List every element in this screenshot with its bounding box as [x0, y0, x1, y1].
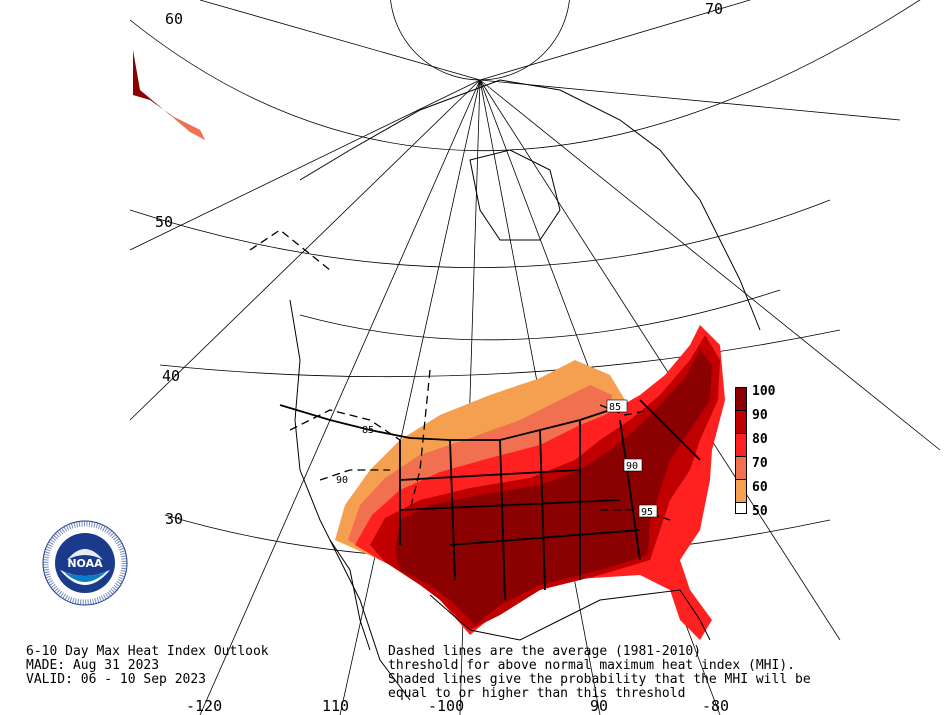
legend-swatch-60 — [735, 479, 747, 503]
note-line: Dashed lines are the average (1981-2010) — [388, 644, 702, 659]
alaska-shade — [133, 50, 205, 140]
state-line-4 — [539, 429, 546, 591]
legend-swatch-50 — [735, 502, 747, 514]
gulf-coast — [429, 589, 711, 641]
borders — [279, 399, 701, 601]
lat-line-extra — [299, 289, 781, 341]
contour-label: 85 — [609, 402, 621, 413]
hudson-bay — [469, 149, 561, 241]
legend-swatch-70 — [735, 456, 747, 480]
lon-line-g — [479, 79, 941, 451]
lon-label: 70 — [705, 0, 724, 18]
probability-legend: 100 90 80 70 60 50 — [735, 384, 775, 519]
contour-label-box — [606, 399, 628, 413]
legend-label: 100 — [752, 384, 776, 399]
contour-90-b — [599, 404, 651, 416]
state-line-8 — [399, 499, 621, 511]
lon-label: -120 — [186, 697, 223, 715]
contour-label: 85 — [362, 425, 374, 436]
outlook-title-block: 6-10 Day Max Heat Index Outlook MADE: Aug… — [26, 645, 269, 687]
legend-swatch-90 — [735, 410, 747, 434]
contour-85-b — [409, 369, 431, 511]
contour-label: 95 — [641, 507, 653, 518]
contour-label: 90 — [626, 461, 638, 472]
contour-label-box — [638, 504, 658, 518]
noaa-logo: NOAA — [42, 520, 128, 606]
pole-circle — [390, 0, 570, 81]
canada-outline — [299, 79, 761, 331]
valid-dates: VALID: 06 - 10 Sep 2023 — [26, 672, 207, 687]
lon-line-i — [129, 79, 481, 251]
legend-swatch-80 — [735, 433, 747, 457]
svg-text:NOAA: NOAA — [67, 557, 103, 570]
contour-label-group: 85 90 85 90 95 — [336, 399, 658, 518]
lon-line-a — [199, 79, 481, 715]
contour-label-box — [623, 458, 643, 472]
note-line: Shaded lines give the probability that t… — [388, 672, 811, 687]
west-coast — [289, 299, 371, 651]
lon-label: 110 — [322, 697, 350, 715]
legend-label: 80 — [752, 432, 768, 447]
explanation-note: Dashed lines are the average (1981-2010)… — [388, 645, 811, 701]
lon-line-k — [479, 79, 901, 121]
legend-label: 70 — [752, 456, 768, 471]
state-line-9 — [449, 529, 641, 546]
made-date: MADE: Aug 31 2023 — [26, 658, 160, 673]
alaska-shade-edge — [170, 115, 205, 140]
lat-line-40 — [159, 329, 841, 378]
state-line-3 — [499, 439, 506, 601]
contour-85-a — [289, 409, 401, 441]
lon-line-l — [479, 0, 751, 81]
contour-90-a — [319, 469, 390, 481]
graticule — [129, 0, 941, 715]
contour-alaska — [249, 229, 331, 271]
lon-label: 90 — [590, 697, 609, 715]
note-line: threshold for above normal maximum heat … — [388, 658, 795, 673]
lat-label-50: 50 — [155, 213, 174, 231]
coastlines — [289, 79, 761, 701]
lon-label: -100 — [428, 697, 465, 715]
state-line-7 — [399, 469, 581, 481]
legend-label: 50 — [752, 504, 768, 519]
lon-line-j — [199, 0, 481, 81]
state-line-6 — [619, 419, 641, 561]
legend-label: 90 — [752, 408, 768, 423]
lat-label-30: 30 — [165, 510, 184, 528]
outlook-title: 6-10 Day Max Heat Index Outlook — [26, 644, 269, 659]
lat-label-40: 40 — [162, 367, 181, 385]
lat-label-60: 60 — [165, 10, 184, 28]
lat-line-50 — [129, 199, 831, 268]
contour-label: 90 — [336, 475, 348, 486]
state-line-2 — [449, 439, 456, 581]
lon-label: -80 — [702, 697, 730, 715]
legend-swatch-100 — [735, 387, 747, 411]
note-line: equal to or higher than this threshold — [388, 686, 686, 701]
legend-label: 60 — [752, 480, 768, 495]
prob-100-area — [395, 350, 712, 625]
mexico-outline — [329, 539, 411, 701]
lon-line-f — [479, 79, 841, 641]
